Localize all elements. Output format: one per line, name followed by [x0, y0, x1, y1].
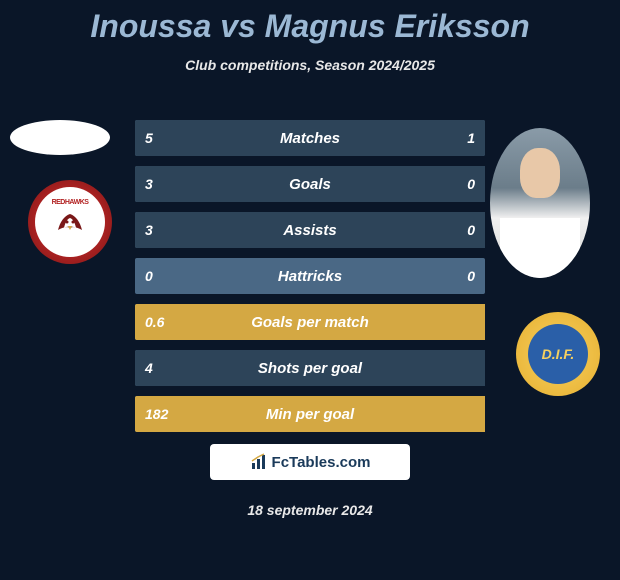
club-right-badge-inner: D.I.F.	[528, 324, 588, 384]
date-label: 18 september 2024	[0, 502, 620, 518]
stat-row: 51Matches	[135, 120, 485, 156]
club-right-badge: D.I.F.	[516, 312, 600, 396]
stat-label: Matches	[135, 130, 485, 147]
player-left-avatar	[10, 120, 110, 155]
source-logo-box[interactable]: FcTables.com	[210, 444, 410, 480]
hawk-icon	[50, 206, 90, 246]
stat-label: Goals	[135, 176, 485, 193]
stat-row: 30Goals	[135, 166, 485, 202]
stat-row: 30Assists	[135, 212, 485, 248]
club-left-badge: REDHAWKS	[28, 180, 112, 264]
stat-row: 182Min per goal	[135, 396, 485, 432]
player-right-avatar	[490, 128, 590, 278]
player-right-shirt	[500, 218, 580, 278]
stat-row: 4Shots per goal	[135, 350, 485, 386]
stat-label: Shots per goal	[135, 360, 485, 377]
club-left-badge-inner: REDHAWKS	[35, 187, 105, 257]
club-right-badge-text: D.I.F.	[542, 346, 575, 362]
stat-label: Goals per match	[135, 314, 485, 331]
source-logo-text: FcTables.com	[272, 454, 371, 471]
club-left-badge-text: REDHAWKS	[52, 199, 89, 206]
stat-label: Assists	[135, 222, 485, 239]
stats-container: 51Matches 30Goals 30Assists 00Hattricks 0.6G…	[135, 120, 485, 442]
stat-label: Hattricks	[135, 268, 485, 285]
stat-row: 00Hattricks	[135, 258, 485, 294]
stat-row: 0.6Goals per match	[135, 304, 485, 340]
player-right-head	[520, 148, 560, 198]
stat-label: Min per goal	[135, 406, 485, 423]
subtitle: Club competitions, Season 2024/2025	[0, 57, 620, 73]
page-title: Inoussa vs Magnus Eriksson	[0, 0, 620, 45]
chart-icon	[250, 453, 268, 471]
